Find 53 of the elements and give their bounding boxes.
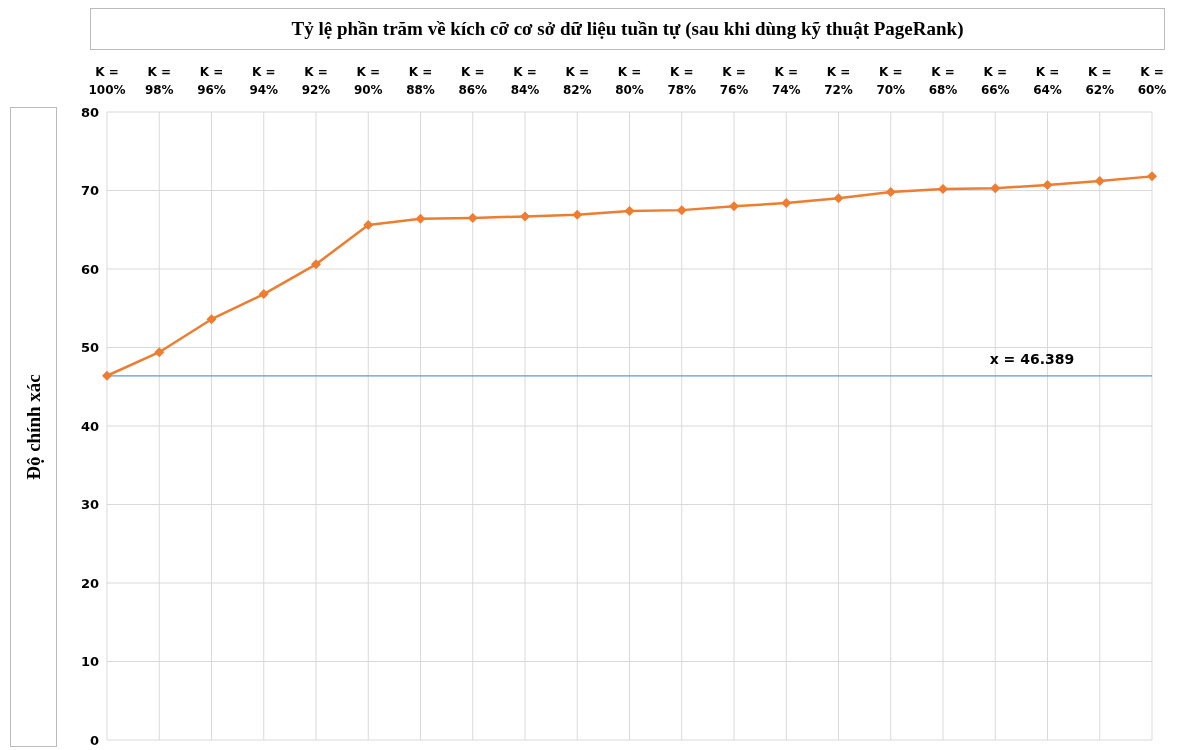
y-tick-label: 70: [80, 183, 99, 199]
y-tick-label: 20: [80, 575, 99, 591]
y-tick-label: 80: [80, 104, 99, 120]
x-tick-label: K = 98%: [144, 65, 174, 97]
x-tick-label: K = 68%: [928, 65, 958, 97]
point: [1042, 180, 1053, 191]
y-tick-label: 60: [80, 261, 99, 277]
point: [206, 314, 217, 325]
x-tick-label: K = 80%: [615, 65, 644, 97]
point: [102, 370, 112, 381]
point: [990, 183, 1001, 194]
x-tick-label: K = 72%: [824, 65, 853, 97]
point: [520, 211, 530, 222]
point: [363, 220, 374, 231]
point: [415, 213, 426, 224]
y-axis-title: Độ chính xác: [22, 374, 45, 480]
chart-title: Tỷ lệ phần trăm về kích cỡ cơ sở dữ liệu tuần tự (sau khi dùng kỹ thuật PageRank): [90, 8, 1165, 50]
x-tick-label: K = 76%: [719, 65, 749, 97]
x-tick-label: K = 88%: [406, 65, 435, 97]
y-tick-label: 0: [89, 732, 99, 748]
point: [885, 187, 896, 198]
x-tick-label: K = 82%: [562, 65, 592, 97]
x-tick-label: K = 64%: [1033, 65, 1062, 97]
x-tick-label: K = 100%: [88, 65, 126, 97]
point: [1094, 176, 1105, 187]
point: [781, 198, 792, 209]
point: [729, 201, 739, 212]
x-tick-label: K = 60%: [1137, 65, 1167, 97]
x-tick-label: K = 70%: [876, 65, 906, 97]
x-tick-label: K = 66%: [980, 65, 1010, 97]
point: [833, 193, 844, 204]
x-tick-label: K = 74%: [771, 65, 801, 97]
x-tick-label: K = 86%: [458, 65, 488, 97]
point: [572, 209, 583, 220]
x-tick-label: K = 84%: [510, 65, 540, 97]
x-tick-label: K = 62%: [1085, 65, 1115, 97]
point: [938, 183, 948, 194]
x-tick-label: K = 90%: [353, 65, 383, 97]
y-tick-label: 10: [80, 654, 99, 670]
x-tick-label: K = 92%: [301, 65, 331, 97]
point: [1147, 171, 1157, 182]
point: [154, 347, 165, 358]
point: [676, 205, 687, 216]
x-tick-label: K = 78%: [667, 65, 697, 97]
ref-line-label: x = 46.389: [989, 350, 1075, 367]
y-tick-label: 50: [80, 340, 99, 356]
y-tick-label: 40: [80, 418, 99, 434]
point: [311, 259, 321, 270]
x-tick-label: K = 94%: [249, 65, 279, 97]
x-tick-label: K = 96%: [197, 65, 226, 97]
point: [258, 289, 269, 300]
point: [624, 205, 635, 216]
y-tick-label: 30: [80, 497, 99, 513]
